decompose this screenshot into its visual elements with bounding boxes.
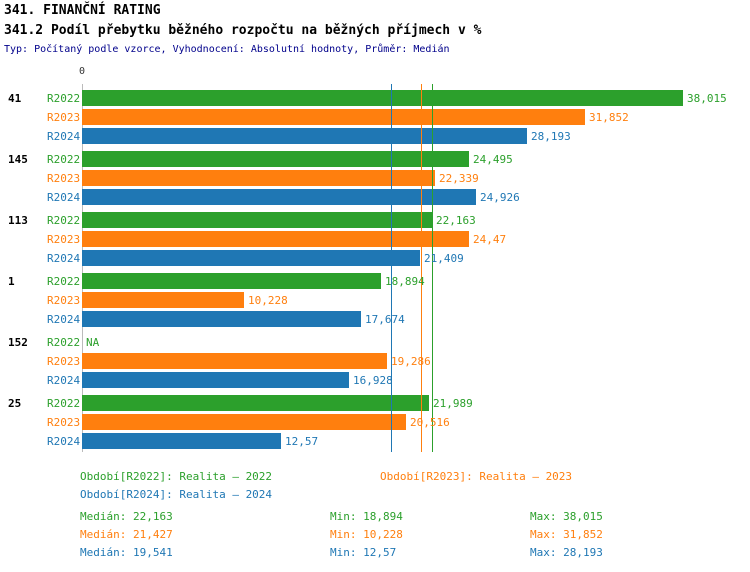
bar-value-label: 16,928 <box>353 374 393 387</box>
group-label: 113 <box>8 214 28 227</box>
bar <box>82 189 476 205</box>
series-row-label: R2022 <box>47 336 81 349</box>
group-label: 41 <box>8 92 22 105</box>
bar <box>82 151 469 167</box>
bar-value-label: 20,516 <box>410 416 450 429</box>
stat-max: Max: 28,193 <box>530 546 603 559</box>
legend-item: Období[R2022]: Realita – 2022 <box>80 470 273 483</box>
stat-max: Max: 38,015 <box>530 510 603 523</box>
series-row-label: R2023 <box>47 172 81 185</box>
series-row-label: R2022 <box>47 275 81 288</box>
bar-value-label: 31,852 <box>589 111 629 124</box>
bar-value-label: 21,989 <box>433 397 473 410</box>
bar <box>82 372 349 388</box>
legend-item: Období[R2024]: Realita – 2024 <box>80 488 273 501</box>
series-row-label: R2023 <box>47 111 81 124</box>
bar <box>82 109 585 125</box>
bar-value-label: 17,674 <box>365 313 405 326</box>
bar <box>82 231 469 247</box>
bar-value-label: NA <box>86 336 100 349</box>
series-row-label: R2024 <box>47 313 81 326</box>
bar-value-label: 22,339 <box>439 172 479 185</box>
stat-median: Medián: 19,541 <box>80 546 173 559</box>
bar <box>82 273 381 289</box>
bar-chart-plot-area: 41 R2022 38,015 R2023 31,852 R2024 28,193 145 R2… <box>0 84 750 456</box>
bar <box>82 90 683 106</box>
series-row-label: R2022 <box>47 397 81 410</box>
stat-min: Min: 18,894 <box>330 510 403 523</box>
bar <box>82 395 429 411</box>
median-line <box>432 84 433 452</box>
bar-value-label: 19,286 <box>391 355 431 368</box>
legend-item: Období[R2023]: Realita – 2023 <box>380 470 573 483</box>
group-label: 1 <box>8 275 15 288</box>
stat-min: Min: 12,57 <box>330 546 397 559</box>
bar-value-label: 18,894 <box>385 275 425 288</box>
stat-median: Medián: 22,163 <box>80 510 173 523</box>
bar-value-label: 24,47 <box>473 233 507 246</box>
chart-meta-line: Typ: Počítaný podle vzorce, Vyhodnocení:… <box>4 44 450 55</box>
stat-max: Max: 31,852 <box>530 528 603 541</box>
bar <box>82 170 435 186</box>
bar <box>82 212 432 228</box>
group-label: 145 <box>8 153 28 166</box>
bar-value-label: 28,193 <box>531 130 571 143</box>
series-row-label: R2023 <box>47 294 81 307</box>
bar-value-label: 10,228 <box>248 294 288 307</box>
bar <box>82 433 281 449</box>
series-row-label: R2022 <box>47 92 81 105</box>
bar-value-label: 12,57 <box>285 435 319 448</box>
chart-legend: Období[R2022]: Realita – 2022 Období[R202… <box>0 468 750 506</box>
y-axis-line <box>82 84 83 452</box>
series-row-label: R2022 <box>47 214 81 227</box>
bar-value-label: 24,495 <box>473 153 513 166</box>
bar <box>82 128 527 144</box>
series-row-label: R2022 <box>47 153 81 166</box>
median-line <box>421 84 422 452</box>
series-row-label: R2023 <box>47 355 81 368</box>
bar <box>82 292 244 308</box>
series-row-label: R2023 <box>47 233 81 246</box>
series-row-label: R2024 <box>47 435 81 448</box>
bar <box>82 414 406 430</box>
group-label: 152 <box>8 336 28 349</box>
chart-stats: Medián: 22,163 Min: 18,894 Max: 38,015 Medi… <box>0 506 750 562</box>
bar-value-label: 21,409 <box>424 252 464 265</box>
series-row-label: R2023 <box>47 416 81 429</box>
bar <box>82 353 387 369</box>
series-row-label: R2024 <box>47 374 81 387</box>
bar-value-label: 38,015 <box>687 92 727 105</box>
series-row-label: R2024 <box>47 191 81 204</box>
group-label: 25 <box>8 397 22 410</box>
axis-zero-label: 0 <box>78 66 86 77</box>
stat-min: Min: 10,228 <box>330 528 403 541</box>
series-row-label: R2024 <box>47 252 81 265</box>
page-title: 341. FINANČNÍ RATING <box>4 3 161 18</box>
stat-median: Medián: 21,427 <box>80 528 173 541</box>
bar <box>82 311 361 327</box>
median-line <box>391 84 392 452</box>
page-subtitle: 341.2 Podíl přebytku běžného rozpočtu na… <box>4 23 482 38</box>
series-row-label: R2024 <box>47 130 81 143</box>
bar-value-label: 22,163 <box>436 214 476 227</box>
bar-value-label: 24,926 <box>480 191 520 204</box>
bar <box>82 250 420 266</box>
